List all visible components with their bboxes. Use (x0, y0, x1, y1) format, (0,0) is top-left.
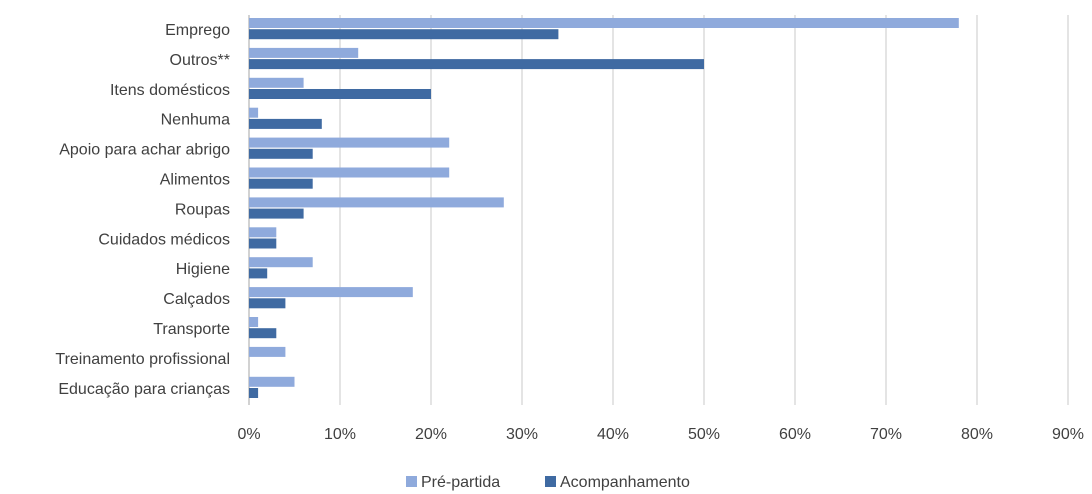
bar-acompanhamento (249, 328, 277, 339)
x-tick-label: 70% (870, 426, 902, 443)
x-tick-label: 30% (506, 426, 538, 443)
bar-acompanhamento (249, 59, 704, 70)
bar-pre-partida (249, 227, 277, 238)
category-label: Alimentos (160, 172, 230, 189)
bar-acompanhamento (249, 29, 559, 40)
category-label: Cuidados médicos (98, 231, 230, 248)
bar-pre-partida (249, 167, 450, 178)
bar-pre-partida (249, 18, 959, 28)
bar-acompanhamento (249, 268, 268, 279)
bar-acompanhamento (249, 298, 286, 309)
category-label: Apoio para achar abrigo (59, 142, 230, 159)
bar-acompanhamento (249, 148, 313, 159)
x-axis-ticks: 0% 10% 20% 30% 40% 50% 60% 70% 80% 90% (237, 426, 1084, 443)
bar-pre-partida (249, 47, 359, 58)
bar-pre-partida (249, 257, 313, 268)
x-tick-label: 80% (961, 426, 993, 443)
bar-acompanhamento (249, 208, 304, 219)
category-label: Transporte (153, 321, 230, 338)
bar-pre-partida (249, 287, 413, 298)
category-label: Roupas (175, 201, 230, 218)
x-tick-label: 0% (237, 426, 260, 443)
bar-pre-partida (249, 137, 450, 148)
category-label: Emprego (165, 22, 230, 39)
bars (249, 18, 959, 398)
bar-acompanhamento (249, 178, 313, 189)
legend-label: Pré-partida (421, 474, 500, 491)
category-label: Educação para crianças (58, 381, 230, 398)
legend-swatch (545, 476, 556, 487)
bar-acompanhamento (249, 388, 259, 398)
category-label: Nenhuma (161, 112, 230, 129)
bar-pre-partida (249, 376, 295, 387)
legend-label: Acompanhamento (560, 474, 690, 491)
category-label: Itens domésticos (110, 82, 230, 99)
bar-pre-partida (249, 317, 259, 327)
x-tick-label: 20% (415, 426, 447, 443)
bar-acompanhamento (249, 118, 322, 129)
category-labels: Emprego Outros** Itens domésticos Nenhuma Ap… (55, 22, 230, 398)
bar-acompanhamento (249, 89, 431, 99)
bar-pre-partida (249, 346, 286, 357)
bar-pre-partida (249, 197, 504, 208)
category-label: Higiene (176, 261, 230, 278)
category-label: Outros** (170, 52, 230, 69)
gridlines (248, 15, 1069, 405)
x-tick-label: 90% (1052, 426, 1084, 443)
bar-pre-partida (249, 77, 304, 88)
legend-swatch (406, 476, 417, 487)
x-tick-label: 60% (779, 426, 811, 443)
bar-acompanhamento (249, 238, 277, 249)
x-tick-label: 50% (688, 426, 720, 443)
bar-pre-partida (249, 107, 259, 118)
x-tick-label: 40% (597, 426, 629, 443)
category-label: Calçados (163, 291, 230, 308)
legend: Pré-partida Acompanhamento (406, 474, 690, 491)
category-label: Treinamento profissional (55, 351, 230, 368)
x-tick-label: 10% (324, 426, 356, 443)
